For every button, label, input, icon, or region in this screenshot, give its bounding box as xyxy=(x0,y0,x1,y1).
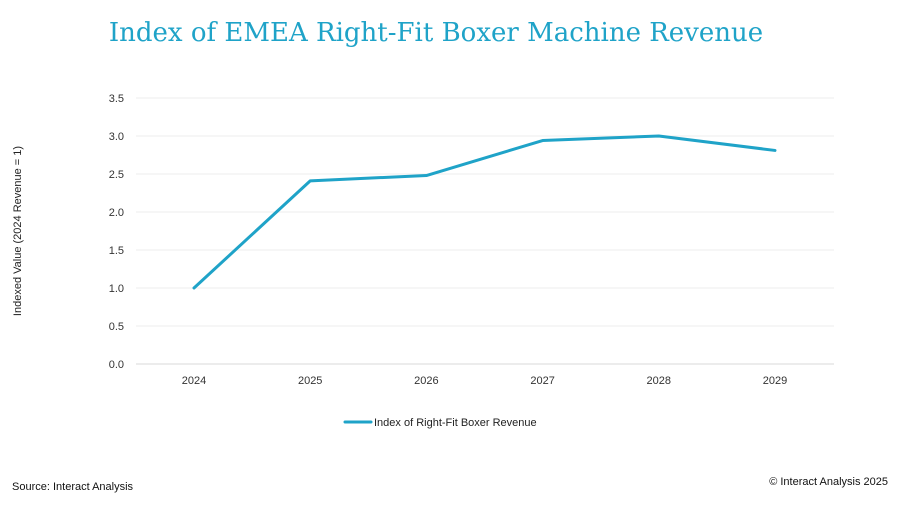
gridlines xyxy=(136,97,834,365)
legend-label: Index of Right-Fit Boxer Revenue xyxy=(374,417,537,429)
y-tick-label: 2.5 xyxy=(109,169,124,181)
x-tick-label: 2024 xyxy=(182,375,206,387)
y-tick-label: 0.0 xyxy=(109,359,124,371)
y-tick-label: 1.0 xyxy=(109,283,124,295)
source-note: Source: Interact Analysis xyxy=(12,481,134,493)
y-tick-label: 0.5 xyxy=(109,321,124,333)
legend: Index of Right-Fit Boxer Revenue xyxy=(343,417,537,429)
y-tick-label: 3.5 xyxy=(109,93,124,105)
copyright-note: © Interact Analysis 2025 xyxy=(769,476,888,488)
series-layer xyxy=(192,134,777,290)
x-tick-label: 2028 xyxy=(647,375,671,387)
y-axis-ticks: 0.0 0.5 1.0 1.5 2.0 2.5 3.0 3.5 xyxy=(109,93,124,371)
x-axis-ticks: 2024 2025 2026 2027 2028 2029 xyxy=(182,375,787,387)
y-tick-label: 3.0 xyxy=(109,131,124,143)
y-tick-label: 2.0 xyxy=(109,207,124,219)
x-tick-label: 2025 xyxy=(298,375,322,387)
x-tick-label: 2026 xyxy=(414,375,438,387)
y-tick-label: 1.5 xyxy=(109,245,124,257)
series-line xyxy=(192,134,777,290)
x-tick-label: 2029 xyxy=(763,375,787,387)
chart-title: Index of EMEA Right-Fit Boxer Machine Re… xyxy=(109,18,763,48)
x-tick-label: 2027 xyxy=(530,375,554,387)
y-axis-title: Indexed Value (2024 Revenue = 1) xyxy=(12,146,24,316)
